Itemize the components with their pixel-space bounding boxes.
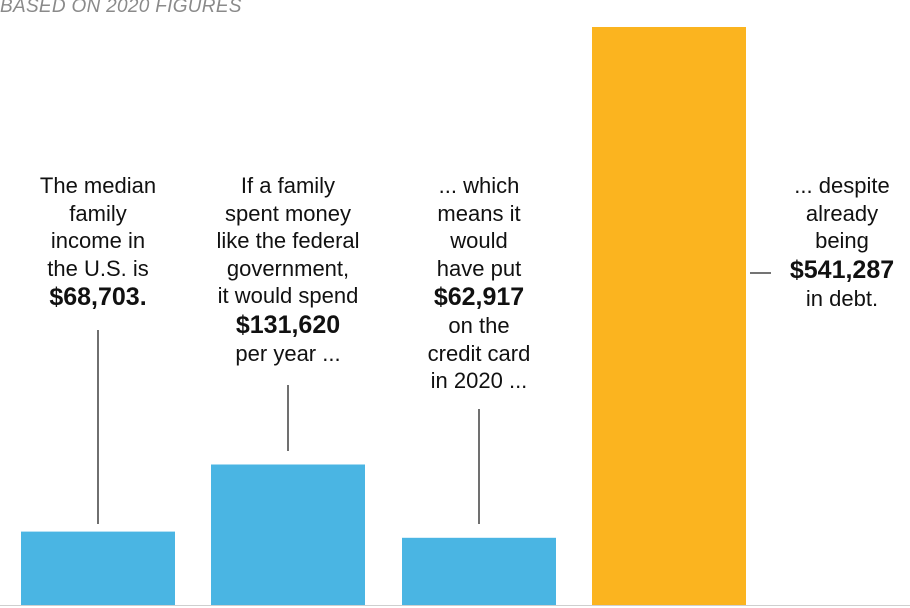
annotation-text: in debt. [805, 285, 879, 311]
annotation-4: ... despite already being $541,287 in debt. [772, 172, 910, 312]
bar-4 [592, 27, 746, 605]
value-label: $62,917 [433, 283, 525, 311]
annotation-text: government, [226, 255, 350, 281]
annotation-text: per year ... [235, 340, 341, 366]
annotation-text: income in [50, 228, 146, 253]
annotation-text: the U.S. is [47, 255, 149, 281]
annotation-text: already [805, 200, 879, 226]
bar-1 [21, 531, 175, 605]
annotation-2: If a family spent money like the federal go… [188, 172, 388, 367]
annotation-text: The median [39, 173, 157, 198]
annotation-text: on the [448, 313, 510, 338]
annotation-text: like the federal [216, 228, 360, 253]
value-label: $131,620 [235, 310, 341, 339]
annotation-text: family [69, 200, 127, 226]
annotation-1: The median family income in the U.S. is $68,… [13, 172, 183, 312]
annotation-text: would [450, 228, 508, 253]
annotation-text: in 2020 ... [430, 368, 528, 393]
annotation-text: If a family [240, 173, 336, 198]
annotation-text: being [815, 228, 869, 253]
annotation-text: it would spend [217, 283, 359, 308]
bar-3 [402, 537, 556, 605]
value-label: $68,703. [49, 283, 147, 311]
bar-2 [211, 464, 365, 605]
value-label: $541,287 [789, 255, 895, 284]
annotation-text: ... despite [794, 173, 890, 198]
annotation-text: means it [437, 200, 521, 226]
chart-subtitle: BASED ON 2020 FIGURES [0, 0, 242, 17]
annotation-3: ... which means it would have put $62,917 on … [404, 172, 554, 395]
annotation-text: credit card [427, 340, 531, 366]
annotation-text: have put [436, 255, 522, 281]
annotation-text: ... which [438, 173, 520, 198]
annotation-text: spent money [225, 200, 351, 226]
